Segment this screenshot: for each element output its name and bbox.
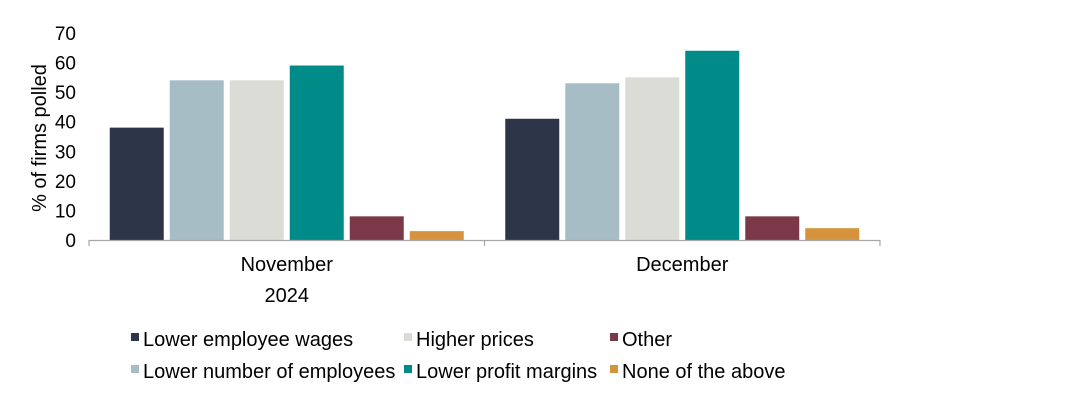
bar: [625, 77, 680, 240]
bar: [349, 216, 404, 240]
legend-swatch: [610, 333, 618, 341]
bar: [289, 65, 344, 241]
legend-label: None of the above: [622, 361, 785, 383]
y-tick-label: 30: [55, 142, 76, 163]
bar: [565, 83, 620, 241]
legend-swatch: [131, 365, 139, 373]
legend-label: Other: [622, 329, 672, 351]
bar: [229, 80, 284, 240]
y-tick-label: 60: [55, 54, 76, 75]
legend-swatch: [404, 365, 412, 373]
x-axis: November 2024 December: [88, 239, 881, 307]
y-tick-label: 10: [55, 201, 76, 222]
x-category-label-line2: 2024: [265, 285, 310, 307]
legend-swatch: [610, 365, 618, 373]
x-category-label: November: [241, 254, 334, 276]
legend-label: Higher prices: [416, 329, 534, 351]
bar: [745, 216, 800, 240]
bar: [805, 228, 860, 240]
bar: [505, 118, 560, 240]
y-axis-label: % of firms polled: [29, 64, 51, 212]
y-tick-label: 50: [55, 83, 76, 104]
legend-swatch: [404, 333, 412, 341]
y-axis: 0 10 20 30 40 50 60 70: [55, 24, 76, 252]
legend-label: Lower profit margins: [416, 361, 597, 383]
legend-label: Lower employee wages: [143, 329, 353, 351]
legend: Lower employee wages Lower number of empl…: [131, 329, 785, 383]
bar: [409, 231, 464, 240]
y-tick-label: 20: [55, 172, 76, 193]
y-tick-label: 70: [55, 24, 76, 45]
bar: [169, 80, 224, 240]
x-category-label: December: [636, 254, 729, 276]
bar: [109, 127, 164, 240]
bars: [109, 50, 860, 241]
bar: [685, 50, 740, 240]
legend-label: Lower number of employees: [143, 361, 395, 383]
y-tick-label: 40: [55, 113, 76, 134]
y-tick-label: 0: [65, 231, 76, 252]
legend-swatch: [131, 333, 139, 341]
